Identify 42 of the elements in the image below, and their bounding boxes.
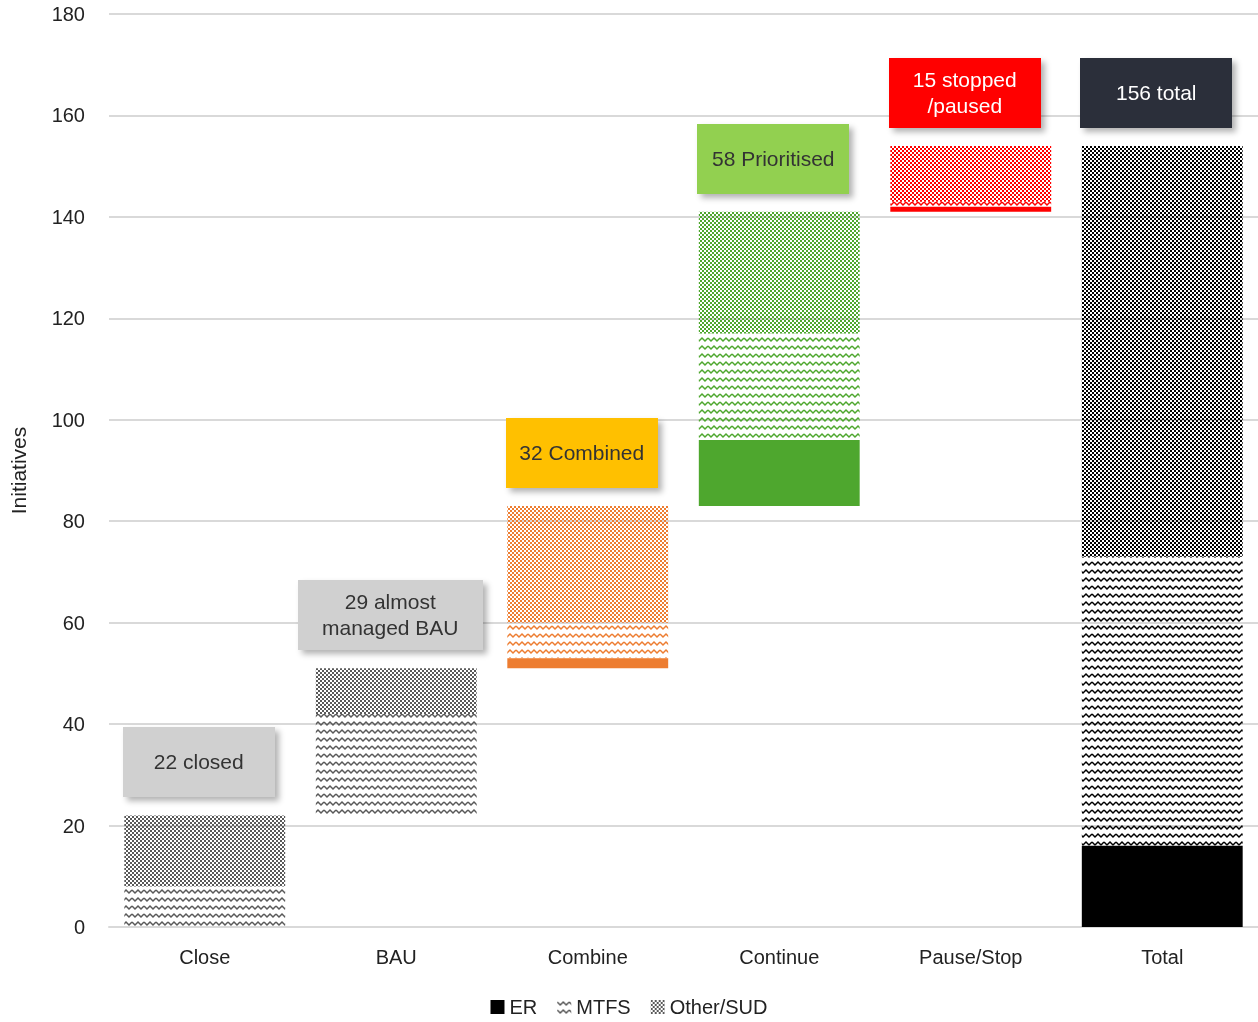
legend-label: Other/SUD: [669, 996, 768, 1018]
y-tick-label: 0: [73, 916, 85, 938]
legend-label: MTFS: [576, 996, 631, 1018]
bar: [507, 658, 669, 669]
bar: [698, 333, 860, 441]
y-tick-label: 140: [51, 205, 85, 228]
y-tick-label: 120: [51, 307, 85, 330]
bar: [890, 201, 1052, 207]
bar: [1081, 145, 1243, 557]
x-tick-label: Total: [1141, 946, 1184, 968]
y-axis-title: Initiatives: [7, 426, 30, 515]
bar: [507, 506, 669, 623]
y-tick-label: 60: [62, 611, 85, 634]
y-tick-label: 180: [51, 3, 85, 25]
x-tick-label: Combine: [547, 946, 628, 968]
bar: [124, 886, 286, 927]
callout-box: 29 almost managed BAU: [297, 580, 483, 651]
x-tick-label: Close: [179, 946, 231, 968]
bar: [1081, 845, 1243, 927]
bar: [890, 145, 1052, 202]
callout-box: 22 closed: [122, 727, 275, 798]
bar: [124, 815, 286, 887]
y-tick-label: 20: [62, 814, 85, 837]
y-tick-label: 100: [51, 408, 85, 431]
bar: [507, 622, 669, 659]
callout-box: 58 Prioritised: [697, 123, 850, 194]
bar: [1081, 556, 1243, 846]
callout-box: 156 total: [1080, 57, 1233, 128]
bar: [315, 713, 477, 816]
x-tick-label: Pause/Stop: [919, 946, 1023, 968]
bar: [698, 440, 860, 507]
y-tick-label: 160: [51, 104, 85, 127]
y-tick-label: 80: [62, 510, 85, 533]
x-tick-label: BAU: [375, 946, 417, 968]
callout-box: 32 Combined: [505, 418, 658, 488]
bar: [315, 668, 477, 714]
bar: [890, 206, 1052, 212]
callout-box: 15 stopped /paused: [888, 57, 1041, 128]
y-tick-label: 40: [62, 713, 85, 736]
x-tick-label: Continue: [739, 946, 820, 968]
legend-label: ER: [509, 996, 538, 1018]
bar: [698, 211, 860, 334]
